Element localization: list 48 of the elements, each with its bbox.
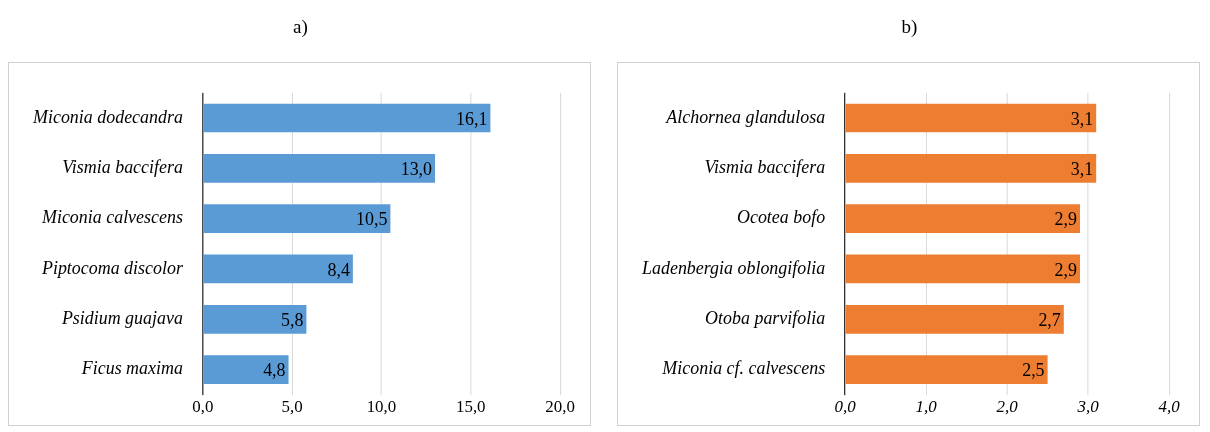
bar [203,103,491,133]
data-label: 3,1 [1070,159,1094,180]
data-label: 13,0 [400,159,433,180]
data-label: 2,5 [1022,360,1045,381]
data-label: 8,4 [327,259,350,280]
bar [203,153,436,183]
bar [845,153,1097,183]
chart-title: b) [900,15,919,39]
bar [845,355,1048,384]
data-label: 3,1 [1070,108,1094,129]
bar [203,355,289,384]
data-label: 2,7 [1038,310,1061,330]
x-tick-label: 5,0 [281,397,303,417]
data-label: 5,8 [281,310,304,330]
x-tick-label: 10,0 [366,397,397,417]
bar [845,204,1080,233]
bar [845,254,1080,284]
y-tick-label: Psidium guajava [60,308,183,328]
x-tick-label: 20,0 [545,397,575,417]
data-label: 10,5 [356,209,388,230]
x-tick-label: 0,0 [834,397,857,417]
chart-title: a) [292,15,309,39]
bar [845,304,1064,334]
y-tick-label: Miconia dodecandra [32,106,183,127]
y-tick-label: Miconia calvescens [41,207,183,228]
y-tick-label: Alchornea glandulosa [665,106,826,127]
y-tick-label: Vismia baccifera [62,157,183,178]
bar [845,103,1097,133]
y-tick-label: Otoba parvifolia [705,308,826,328]
bar [203,204,391,233]
x-tick-label: 3,0 [1076,397,1100,417]
x-tick-label: 15,0 [455,397,486,417]
y-tick-label: Ladenbergia oblongifolia [641,257,826,278]
x-tick-label: 1,0 [915,397,938,417]
data-label: 16,1 [456,108,488,129]
bar [203,304,307,334]
data-label: 4,8 [263,360,286,381]
x-tick-label: 0,0 [192,397,214,417]
y-tick-label: Piptocoma discolor [40,257,184,278]
y-tick-label: Vismia baccifera [704,157,826,178]
y-tick-label: Ocotea bofo [737,207,826,228]
data-label: 2,9 [1054,259,1078,280]
y-tick-label: Ficus maxima [80,358,183,379]
bar [203,254,353,284]
x-tick-label: 2,0 [996,397,1019,417]
x-tick-label: 4,0 [1158,397,1181,417]
data-label: 2,9 [1054,209,1078,230]
y-tick-label: Miconia cf. calvescens [661,358,826,379]
